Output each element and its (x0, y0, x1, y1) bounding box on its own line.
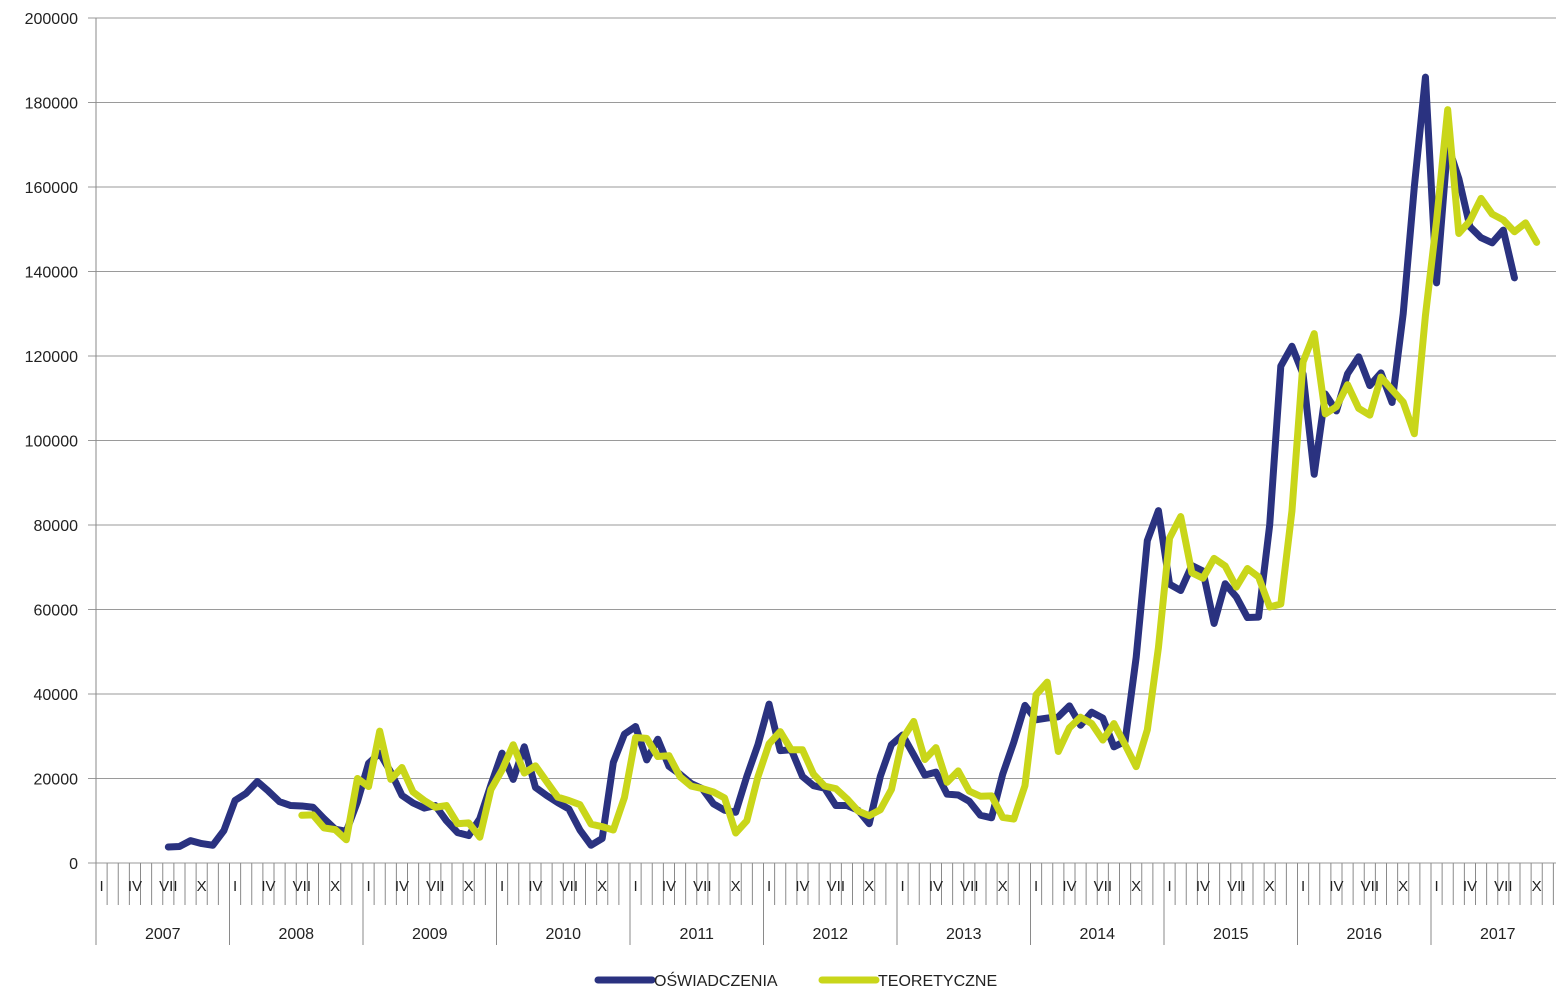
y-axis-tick-labels: 0 20000 40000 60000 80000 100000 120000 140000 1… (25, 11, 78, 873)
y-tick-label: 200000 (25, 11, 78, 28)
quarter-tick-label: I (366, 878, 370, 895)
quarter-tick-label: IV (1062, 878, 1076, 895)
quarter-tick-label: X (864, 878, 874, 895)
y-tick-label: 180000 (25, 96, 78, 113)
legend-label-oswiadczenia: OŚWIADCZENIA (654, 971, 778, 990)
quarter-tick-label: X (1131, 878, 1141, 895)
quarter-tick-label: VII (693, 878, 711, 895)
quarter-tick-label: VII (960, 878, 978, 895)
y-tick-label: 140000 (25, 265, 78, 282)
quarter-tick-label: X (1265, 878, 1275, 895)
quarter-tick-label: VII (1227, 878, 1245, 895)
quarter-tick-label: X (464, 878, 474, 895)
series-lines (164, 73, 1541, 851)
year-label: 2011 (680, 926, 715, 943)
year-label: 2008 (278, 926, 314, 943)
quarter-tick-label: X (1398, 878, 1408, 895)
quarter-tick-label: IV (128, 878, 142, 895)
quarter-tick-label: I (1167, 878, 1171, 895)
quarter-tick-label: X (597, 878, 607, 895)
quarter-tick-label: I (1434, 878, 1438, 895)
y-tick-label: 120000 (25, 349, 78, 366)
quarter-tick-label: IV (929, 878, 943, 895)
quarter-tick-label: X (1532, 878, 1542, 895)
quarter-tick-label: IV (1329, 878, 1343, 895)
quarter-tick-label: I (1034, 878, 1038, 895)
quarter-tick-label: X (330, 878, 340, 895)
x-axis-year-labels: 2007 2008 2009 2010 2011 2012 2013 2014 2015 2016… (145, 926, 1516, 943)
quarter-tick-label: I (233, 878, 237, 895)
quarter-tick-label: I (633, 878, 637, 895)
year-label: 2007 (145, 926, 181, 943)
quarter-tick-label: I (99, 878, 103, 895)
year-label: 2016 (1346, 926, 1382, 943)
year-label: 2015 (1213, 926, 1249, 943)
gridlines (88, 17, 1556, 864)
quarter-tick-label: I (500, 878, 504, 895)
quarter-tick-label: IV (261, 878, 275, 895)
y-tick-label: 160000 (25, 180, 78, 197)
year-label: 2014 (1079, 926, 1115, 943)
quarter-tick-label: X (998, 878, 1008, 895)
quarter-tick-label: IV (528, 878, 542, 895)
legend-label-teoretyczne: TEORETYCZNE (878, 973, 997, 990)
y-tick-label: 100000 (25, 434, 78, 451)
quarter-tick-label: VII (560, 878, 578, 895)
y-tick-label: 60000 (34, 603, 79, 620)
y-tick-label: 80000 (34, 518, 79, 535)
quarter-tick-label: IV (1196, 878, 1210, 895)
quarter-tick-label: VII (1361, 878, 1379, 895)
quarter-tick-label: VII (426, 878, 444, 895)
quarter-tick-label: X (731, 878, 741, 895)
legend: OŚWIADCZENIA TEORETYCZNE (594, 971, 997, 990)
y-tick-label: 40000 (34, 687, 79, 704)
quarter-tick-label: I (767, 878, 771, 895)
quarter-tick-label: I (900, 878, 904, 895)
year-label: 2012 (812, 926, 848, 943)
quarter-tick-label: IV (1463, 878, 1477, 895)
quarter-tick-label: IV (395, 878, 409, 895)
series-line-owiadczenia (164, 73, 1518, 851)
quarter-tick-label: X (197, 878, 207, 895)
x-axis-month-ticks: I IV VII X I IV VII X I IV VII X I IV VII X I IV VII X I IV VI… (95, 863, 1554, 945)
quarter-tick-label: IV (662, 878, 676, 895)
year-label: 2010 (545, 926, 581, 943)
quarter-tick-label: VII (1094, 878, 1112, 895)
quarter-tick-label: VII (1494, 878, 1512, 895)
quarter-tick-label: VII (827, 878, 845, 895)
series-line-teoretyczne (298, 106, 1541, 844)
year-label: 2013 (946, 926, 982, 943)
quarter-tick-label: VII (293, 878, 311, 895)
year-label: 2017 (1480, 926, 1516, 943)
quarter-tick-label: I (1301, 878, 1305, 895)
y-tick-label: 20000 (34, 772, 79, 789)
quarter-tick-label: IV (795, 878, 809, 895)
year-label: 2009 (412, 926, 448, 943)
y-tick-label: 0 (69, 856, 78, 873)
quarter-tick-label: VII (159, 878, 177, 895)
